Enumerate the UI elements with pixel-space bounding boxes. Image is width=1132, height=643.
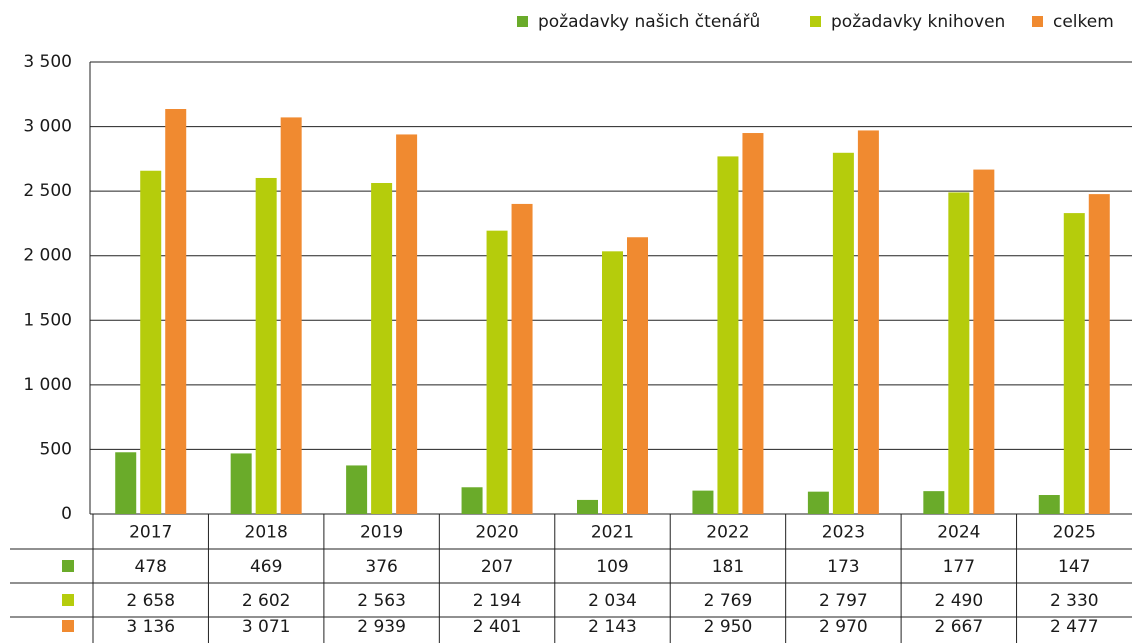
table-value: 2 667	[934, 617, 983, 637]
bar	[627, 237, 648, 514]
bar	[371, 183, 393, 515]
table-value: 478	[134, 557, 166, 577]
bar	[140, 170, 162, 514]
table-value: 2 490	[934, 591, 983, 611]
bar	[857, 130, 879, 514]
y-tick-label: 2 000	[23, 246, 72, 266]
bar	[230, 453, 252, 514]
bar	[255, 177, 277, 515]
bar	[346, 465, 368, 514]
x-tick-label: 2020	[475, 523, 518, 543]
table-value: 2 034	[588, 591, 637, 611]
y-tick-label: 1 000	[23, 375, 72, 395]
bar	[948, 192, 970, 515]
table-value: 2 477	[1050, 617, 1099, 637]
x-tick-label: 2017	[129, 523, 172, 543]
bar	[807, 491, 829, 514]
table-value: 2 970	[819, 617, 868, 637]
bar	[461, 487, 483, 514]
table-value: 3 071	[242, 617, 291, 637]
bar	[115, 452, 137, 514]
bar	[486, 230, 508, 514]
table-value: 2 563	[357, 591, 406, 611]
x-tick-label: 2019	[360, 523, 403, 543]
table-swatch	[62, 560, 74, 572]
table-value: 2 769	[704, 591, 753, 611]
table-value: 2 950	[704, 617, 753, 637]
table-value: 207	[481, 557, 513, 577]
bar	[973, 169, 995, 515]
table-value: 2 658	[126, 591, 175, 611]
y-tick-label: 3 000	[23, 117, 72, 137]
bar	[717, 156, 739, 514]
x-tick-label: 2018	[245, 523, 288, 543]
table-value: 173	[827, 557, 859, 577]
bar	[602, 251, 623, 514]
bar	[923, 491, 945, 514]
table-value: 2 143	[588, 617, 637, 637]
table-swatch	[62, 594, 74, 606]
table-value: 2 401	[473, 617, 522, 637]
legend-label: požadavky knihoven	[831, 12, 1005, 32]
bar	[165, 109, 187, 515]
table-value: 2 939	[357, 617, 406, 637]
y-tick-label: 2 500	[23, 181, 72, 201]
legend-swatch	[1032, 16, 1043, 27]
bar	[692, 490, 714, 514]
legend-swatch	[810, 16, 821, 27]
legend-label: požadavky našich čtenářů	[538, 12, 760, 32]
bar	[511, 203, 533, 515]
bar	[1038, 495, 1060, 514]
table-value: 177	[943, 557, 975, 577]
y-tick-label: 1 500	[23, 310, 72, 330]
table-value: 2 602	[242, 591, 291, 611]
table-value: 469	[250, 557, 282, 577]
x-tick-label: 2023	[822, 523, 865, 543]
bar	[742, 133, 764, 514]
x-tick-label: 2025	[1053, 523, 1096, 543]
legend-label: celkem	[1053, 12, 1114, 32]
x-tick-label: 2021	[591, 523, 634, 543]
x-tick-label: 2022	[706, 523, 749, 543]
y-tick-label: 500	[40, 439, 72, 459]
y-tick-label: 0	[61, 504, 72, 524]
bar	[1063, 213, 1085, 514]
bar	[832, 152, 854, 515]
table-value: 2 797	[819, 591, 868, 611]
bar	[577, 499, 598, 514]
table-value: 147	[1058, 557, 1090, 577]
y-tick-label: 3 500	[23, 52, 72, 72]
table-value: 181	[712, 557, 744, 577]
bar	[396, 134, 418, 514]
table-value: 109	[596, 557, 628, 577]
table-value: 2 330	[1050, 591, 1099, 611]
table-value: 376	[365, 557, 397, 577]
legend-swatch	[517, 16, 528, 27]
table-swatch	[62, 620, 74, 632]
table-value: 2 194	[473, 591, 522, 611]
bar	[1088, 194, 1110, 514]
x-tick-label: 2024	[937, 523, 980, 543]
bar	[280, 117, 302, 514]
table-value: 3 136	[126, 617, 175, 637]
